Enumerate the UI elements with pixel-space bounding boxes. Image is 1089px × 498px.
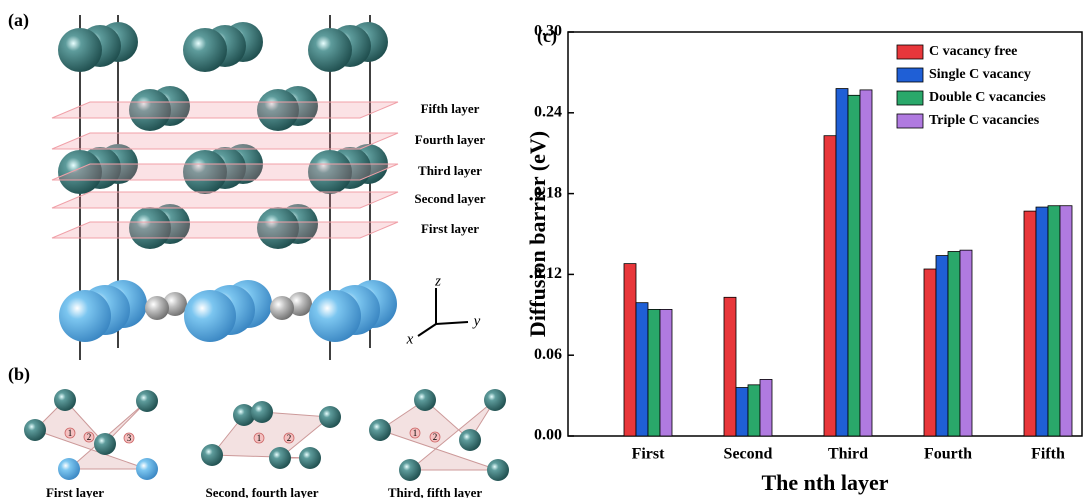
atom <box>309 290 361 342</box>
y-tick-label: 0.24 <box>534 103 562 120</box>
atom <box>145 296 169 320</box>
bar <box>848 95 860 436</box>
bar <box>736 388 748 436</box>
atom <box>136 390 158 412</box>
bar <box>960 250 972 436</box>
bar <box>636 303 648 436</box>
atom <box>369 419 391 441</box>
atom <box>270 296 294 320</box>
atom <box>184 290 236 342</box>
legend-label: Single C vacancy <box>929 67 1031 82</box>
bar <box>836 89 848 436</box>
panel-b: (b) 1 2 3 First layer 1 2 Second, fourth layer… <box>8 364 509 498</box>
axis-arrow <box>436 322 468 324</box>
site-label: 1 <box>257 433 262 443</box>
layer-plane <box>52 102 398 118</box>
site-label: 2 <box>433 432 438 442</box>
layer-label: Fifth layer <box>421 101 480 116</box>
site-label: 2 <box>287 433 292 443</box>
legend-swatch <box>897 68 923 82</box>
panel-label: (b) <box>8 364 30 385</box>
atom <box>308 28 352 72</box>
atom <box>459 429 481 451</box>
atom <box>136 458 158 480</box>
atom <box>201 444 223 466</box>
y-tick-label: 0.30 <box>534 23 562 40</box>
bar <box>1024 211 1036 436</box>
atom <box>251 401 273 423</box>
atom <box>299 447 321 469</box>
atom <box>94 433 116 455</box>
atom <box>58 28 102 72</box>
bar <box>624 264 636 436</box>
y-tick-label: 0.00 <box>534 427 562 444</box>
axis-label: x <box>406 331 414 347</box>
bar <box>948 252 960 436</box>
legend-swatch <box>897 91 923 105</box>
atom <box>487 459 509 481</box>
atom <box>414 389 436 411</box>
legend-label: C vacancy free <box>929 44 1017 59</box>
site-label: 3 <box>127 433 132 443</box>
atom <box>59 290 111 342</box>
layer-plane <box>52 222 398 238</box>
layer-plane <box>52 164 398 180</box>
figure: (a) z y x Fifth layer Fourth layer Third l… <box>0 0 1089 498</box>
atom <box>58 458 80 480</box>
x-tick-label: Fourth <box>924 446 972 463</box>
site-label: 2 <box>87 432 92 442</box>
x-tick-label: Fifth <box>1031 446 1065 463</box>
bar <box>724 297 736 436</box>
caption: First layer <box>46 485 104 498</box>
legend-swatch <box>897 114 923 128</box>
layer-label: Second layer <box>414 191 485 206</box>
y-tick-label: 0.06 <box>534 346 562 363</box>
panel-a: (a) z y x Fifth layer Fourth layer Third l… <box>8 10 486 360</box>
layer-label: Third layer <box>418 163 482 178</box>
bar <box>824 136 836 436</box>
legend-label: Triple C vacancies <box>929 113 1040 128</box>
bar <box>748 385 760 436</box>
x-tick-label: First <box>632 446 666 463</box>
atom <box>269 447 291 469</box>
axis-label: z <box>434 273 441 289</box>
site-label: 1 <box>413 428 418 438</box>
x-axis-title: The nth layer <box>761 470 888 495</box>
bar <box>1036 207 1048 436</box>
atom <box>54 389 76 411</box>
y-axis-title: Diffusion barrier (eV) <box>525 131 550 337</box>
panel-label: (a) <box>8 10 29 31</box>
bar <box>936 256 948 436</box>
bar <box>924 269 936 436</box>
layer-plane <box>52 133 398 149</box>
layer-label: First layer <box>421 221 479 236</box>
atom <box>399 459 421 481</box>
site-label: 1 <box>68 428 73 438</box>
layer-label: Fourth layer <box>415 132 486 147</box>
legend-label: Double C vacancies <box>929 90 1046 105</box>
caption: Third, fifth layer <box>388 485 482 498</box>
legend-swatch <box>897 45 923 59</box>
axis-label: y <box>472 313 481 329</box>
bar <box>760 379 772 436</box>
axis-arrow <box>418 324 436 336</box>
bar <box>648 309 660 436</box>
bar <box>1060 206 1072 436</box>
atom <box>24 419 46 441</box>
x-tick-label: Third <box>828 446 868 463</box>
bar <box>660 309 672 436</box>
layer-plane <box>52 192 398 208</box>
bar <box>860 90 872 436</box>
atom <box>484 389 506 411</box>
caption: Second, fourth layer <box>205 485 318 498</box>
bar <box>1048 206 1060 436</box>
atom <box>183 28 227 72</box>
atom <box>319 406 341 428</box>
x-tick-label: Second <box>724 446 773 463</box>
